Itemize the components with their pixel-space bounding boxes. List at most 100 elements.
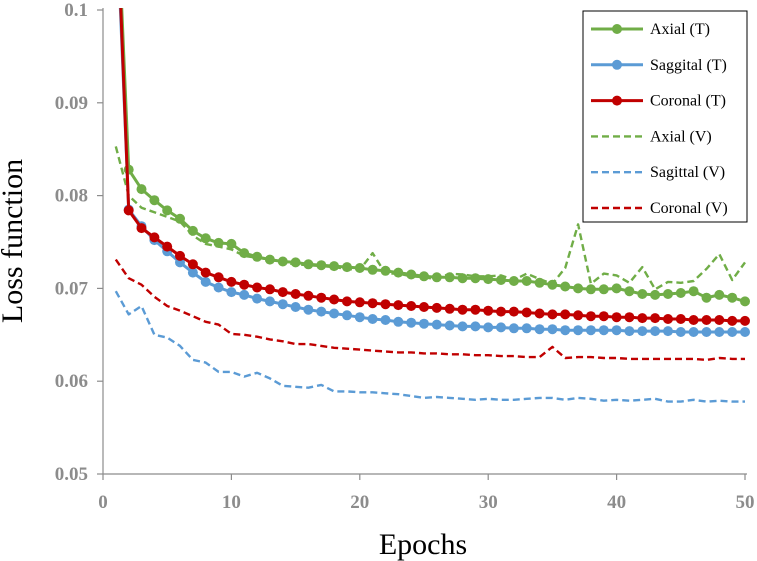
data-point-saggital-t (277, 299, 288, 310)
data-point-axial-t (419, 271, 429, 282)
data-point-saggital-t (637, 326, 648, 337)
y-tick-label: 0.06 (55, 371, 88, 392)
data-point-saggital-t (598, 325, 609, 336)
data-point-coronal-t (534, 308, 545, 319)
data-point-axial-t (431, 272, 442, 283)
x-tick-label: 30 (479, 492, 498, 513)
data-point-axial-t (727, 292, 738, 303)
data-point-saggital-t (444, 320, 455, 331)
data-point-saggital-t (688, 327, 699, 337)
data-point-coronal-t (457, 304, 468, 315)
data-point-saggital-t (650, 326, 661, 337)
y-tick-label: 0.08 (55, 186, 88, 207)
data-point-axial-t (547, 279, 558, 290)
legend-label: Coronal (V) (650, 200, 728, 217)
data-point-saggital-t (419, 318, 429, 329)
data-point-saggital-t (342, 310, 352, 321)
data-point-coronal-t (187, 259, 198, 270)
data-point-coronal-t (342, 296, 352, 307)
data-point-coronal-t (508, 306, 519, 317)
data-point-saggital-t (329, 308, 340, 319)
data-point-coronal-t (136, 223, 147, 234)
data-point-saggital-t (483, 322, 494, 333)
data-point-axial-t (213, 237, 224, 248)
data-point-coronal-t (200, 267, 211, 278)
legend-label: Axial (T) (650, 21, 710, 38)
data-point-saggital-t (714, 327, 725, 337)
data-point-coronal-t (316, 292, 327, 303)
data-point-axial-t (329, 261, 340, 272)
data-point-saggital-t (585, 325, 596, 336)
legend-marker (612, 59, 622, 70)
x-tick-label: 10 (222, 492, 241, 513)
data-point-coronal-t (675, 314, 686, 324)
data-point-axial-t (598, 284, 609, 295)
data-point-coronal-t (303, 290, 314, 301)
data-point-coronal-t (470, 304, 481, 315)
x-axis-title: Epochs (379, 528, 467, 561)
data-point-axial-t (457, 273, 468, 284)
data-point-coronal-t (560, 309, 571, 320)
data-point-saggital-t (701, 327, 712, 337)
data-point-coronal-t (740, 315, 750, 326)
y-tick-label: 0.05 (55, 464, 88, 485)
data-point-coronal-t (329, 294, 340, 305)
legend-label: Saggital (T) (650, 57, 727, 74)
data-point-saggital-t (470, 321, 481, 332)
data-point-saggital-t (727, 327, 738, 337)
data-point-axial-t (740, 296, 750, 307)
data-point-axial-t (136, 184, 147, 195)
data-point-coronal-t (290, 289, 301, 299)
data-point-saggital-t (239, 289, 250, 300)
data-point-coronal-t (239, 279, 250, 290)
data-point-axial-t (496, 275, 506, 285)
legend: Axial (T) Saggital (T) Coronal (T) Axial (V… (582, 10, 748, 223)
data-point-saggital-t (213, 282, 224, 293)
data-point-coronal-t (149, 232, 160, 243)
data-point-axial-t (585, 284, 596, 295)
x-tick-label: 50 (736, 492, 755, 513)
data-point-coronal-t (496, 306, 506, 317)
data-point-axial-t (187, 225, 198, 236)
data-point-saggital-t (624, 326, 635, 337)
data-point-saggital-t (380, 315, 391, 325)
data-point-axial-t (200, 233, 211, 244)
data-point-axial-t (367, 264, 378, 275)
tick-labels: 0.05 0.06 0.07 0.08 0.09 0.1 0 10 20 30 40 50 (55, 0, 755, 513)
data-point-coronal-t (663, 314, 673, 324)
data-point-axial-t (611, 283, 622, 294)
data-point-coronal-t (380, 299, 391, 310)
legend-marker (612, 95, 622, 106)
data-point-axial-t (239, 248, 250, 259)
data-point-axial-t (714, 289, 725, 300)
x-tick-label: 0 (98, 492, 108, 513)
data-point-axial-t (354, 263, 365, 273)
data-point-saggital-t (675, 327, 686, 337)
data-point-coronal-t (483, 305, 494, 316)
axes (97, 8, 747, 480)
data-point-saggital-t (573, 325, 584, 336)
data-point-coronal-t (650, 313, 661, 324)
data-point-coronal-t (431, 302, 442, 313)
data-point-coronal-t (714, 315, 725, 325)
data-point-coronal-t (393, 300, 404, 311)
data-point-saggital-t (290, 302, 301, 312)
data-point-coronal-t (123, 205, 134, 216)
data-point-axial-t (483, 274, 494, 285)
data-point-axial-t (663, 289, 673, 299)
data-point-saggital-t (264, 296, 275, 307)
data-point-axial-t (316, 260, 327, 271)
legend-marker (612, 24, 622, 34)
legend-label: Coronal (T) (650, 93, 726, 110)
data-point-coronal-t (213, 272, 224, 283)
data-point-axial-t (252, 251, 263, 262)
data-point-saggital-t (303, 304, 314, 315)
data-point-saggital-t (354, 312, 365, 323)
data-point-coronal-t (727, 315, 738, 326)
data-point-axial-t (637, 289, 648, 299)
data-point-saggital-t (508, 323, 519, 334)
data-point-saggital-t (496, 322, 506, 333)
x-tick-label: 20 (350, 492, 369, 513)
data-point-saggital-t (740, 327, 750, 337)
